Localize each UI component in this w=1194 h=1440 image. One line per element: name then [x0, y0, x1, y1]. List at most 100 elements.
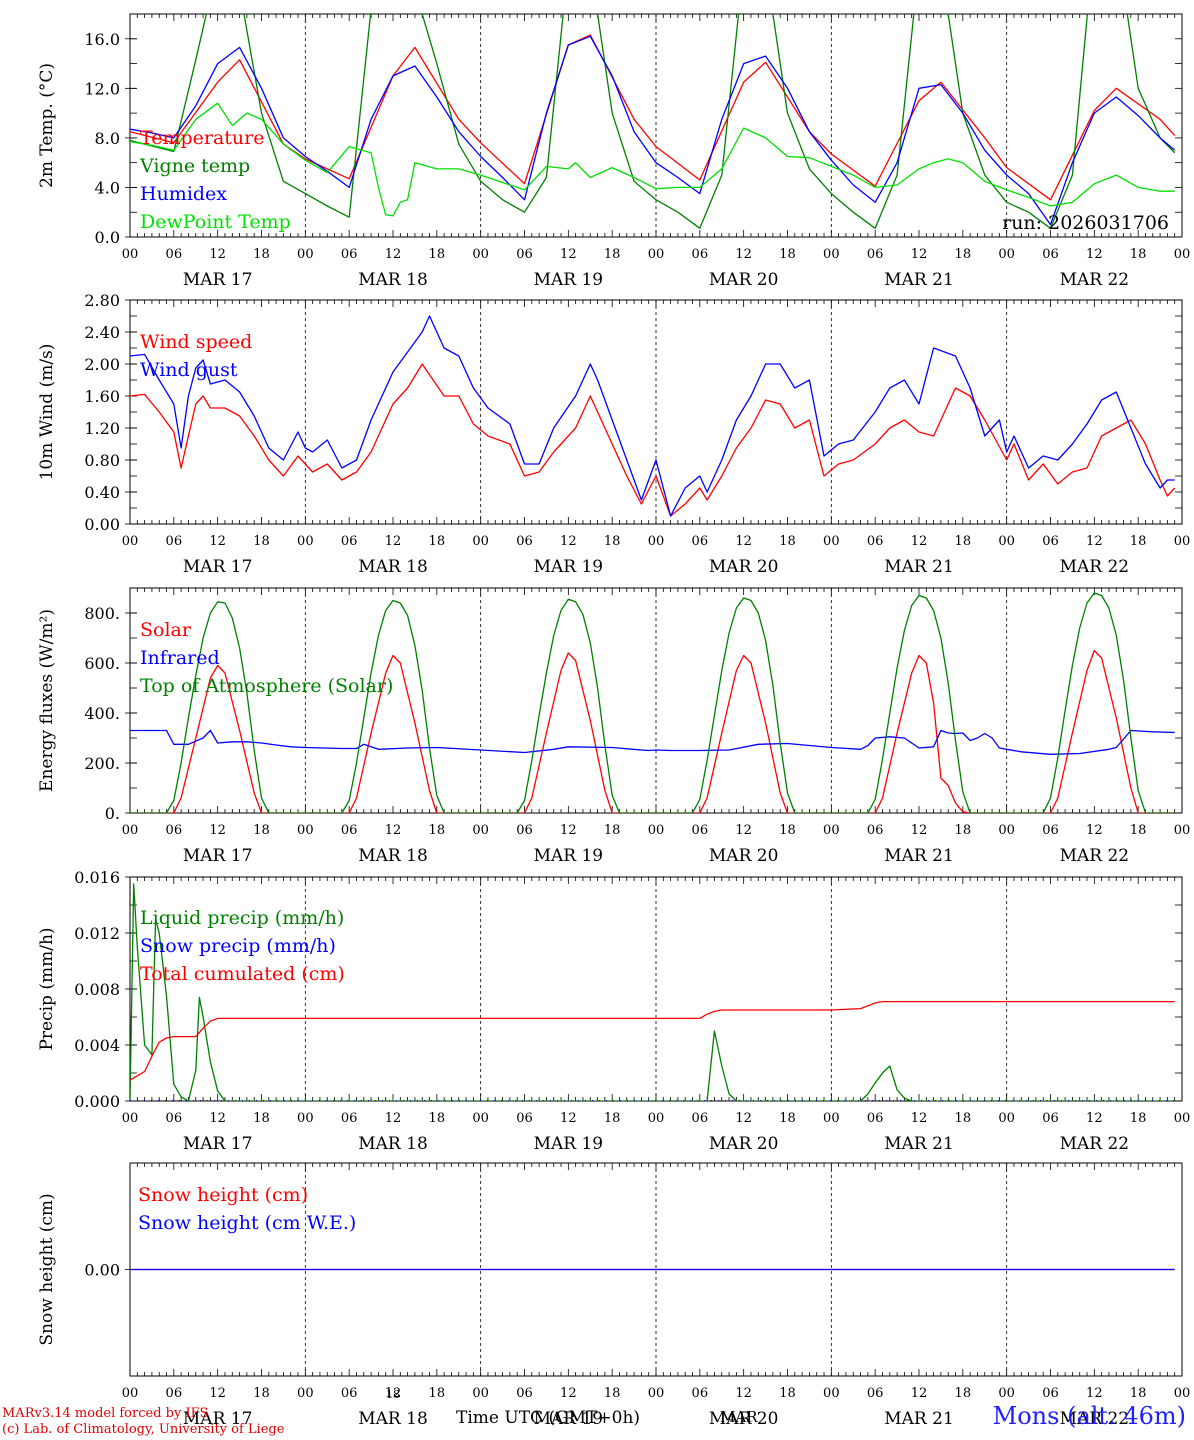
x-tick-label: 00 [122, 1111, 139, 1126]
x-tick-label: 18 [1130, 247, 1147, 262]
day-label: MAR 18 [358, 1134, 428, 1154]
x-tick-label: 00 [297, 823, 314, 838]
x-tick-label: 00 [648, 823, 665, 838]
footer-day-label: 18 [386, 1388, 400, 1401]
x-tick-label: 12 [735, 247, 752, 262]
day-label: MAR 17 [183, 846, 253, 866]
x-tick-label: 12 [1086, 534, 1103, 549]
legend-entry: Liquid precip (mm/h) [140, 907, 344, 929]
day-label: MAR 20 [709, 270, 779, 290]
y-tick-label: 0.00 [84, 1261, 120, 1280]
legend-entry: DewPoint Temp [140, 211, 291, 233]
day-label: MAR 21 [884, 1409, 954, 1429]
x-tick-label: 06 [516, 1111, 533, 1126]
x-tick-label: 18 [955, 823, 972, 838]
x-tick-label: 06 [1042, 823, 1059, 838]
x-tick-label: 12 [385, 823, 402, 838]
series-group [130, 14, 1176, 229]
lab-credit: (c) Lab. of Climatology, University of L… [2, 1422, 285, 1437]
y-tick-label: 4.0 [95, 178, 120, 197]
day-label: MAR 22 [1060, 1134, 1130, 1154]
chart-panel-4: 00 06 12 18 00 06 12 18 00 06 12 18 00 06 12 18 00 06 12 18… [37, 868, 1190, 1154]
x-tick-label: 12 [911, 1111, 928, 1126]
chart-panel-3: 00 06 12 18 00 06 12 18 00 06 12 18 00 06 12 18 00 06 12 18… [37, 587, 1191, 866]
day-label: MAR 22 [1060, 1409, 1130, 1429]
legend-entry: Snow height (cm) [138, 1184, 308, 1206]
x-tick-label: 06 [1042, 1111, 1059, 1126]
x-tick-label: 00 [297, 247, 314, 262]
x-tick-label: 18 [604, 1111, 621, 1126]
x-tick-label: 18 [779, 534, 796, 549]
day-label: MAR 20 [709, 1409, 779, 1429]
series-group [130, 315, 1176, 517]
y-tick-label: 0.016 [74, 868, 120, 887]
x-tick-label: 18 [429, 823, 446, 838]
series-line [130, 649, 1175, 813]
x-tick-label: 18 [429, 534, 446, 549]
x-tick-label: 00 [823, 534, 840, 549]
y-tick-label: 0.00 [84, 515, 120, 534]
y-tick-label: 2.40 [84, 323, 120, 342]
x-tick-label: 06 [341, 247, 358, 262]
x-tick-label: 00 [297, 1386, 314, 1401]
x-tick-label: 00 [998, 247, 1015, 262]
day-label: MAR 21 [884, 1134, 954, 1154]
x-tick-label: 06 [166, 534, 183, 549]
series-line [130, 592, 1175, 813]
x-tick-label: 06 [516, 247, 533, 262]
chart-panel-2: 00 06 12 18 00 06 12 18 00 06 12 18 00 06 12 18 00 06 12 18… [37, 291, 1190, 577]
x-tick-label: 00 [1174, 1111, 1191, 1126]
legend-entry: Total cumulated (cm) [140, 963, 345, 985]
y-tick-label: 400. [84, 704, 120, 723]
chart-panel-1: 00 06 12 18 00 06 12 18 00 06 12 18 00 06 12 18 00 06 12 18… [37, 13, 1190, 290]
x-tick-label: 00 [998, 823, 1015, 838]
x-tick-label: 06 [516, 823, 533, 838]
x-tick-label: 06 [516, 1386, 533, 1401]
series-group [130, 883, 1175, 1101]
x-tick-label: 06 [341, 534, 358, 549]
x-tick-label: 00 [823, 247, 840, 262]
y-tick-label: 200. [84, 754, 120, 773]
y-tick-label: 0.0 [95, 228, 120, 247]
x-tick-label: 18 [779, 1386, 796, 1401]
x-tick-label: 06 [867, 534, 884, 549]
legend-entry: Humidex [140, 183, 227, 205]
x-tick-label: 00 [297, 534, 314, 549]
day-label: MAR 19 [534, 270, 604, 290]
y-tick-label: 8.0 [95, 129, 120, 148]
x-tick-label: 18 [253, 1386, 270, 1401]
day-label: MAR 22 [1060, 846, 1130, 866]
x-tick-label: 00 [998, 534, 1015, 549]
x-tick-label: 00 [823, 1386, 840, 1401]
x-tick-label: 12 [385, 534, 402, 549]
x-tick-label: 06 [341, 1111, 358, 1126]
x-tick-label: 00 [1174, 534, 1191, 549]
y-axis-label: 2m Temp. (°C) [37, 63, 57, 188]
day-label: MAR 19 [534, 846, 604, 866]
day-label: MAR 22 [1060, 270, 1130, 290]
x-tick-label: 06 [867, 1111, 884, 1126]
day-label: MAR 17 [183, 1134, 253, 1154]
y-tick-label: 2.80 [84, 291, 120, 310]
x-tick-label: 00 [823, 1111, 840, 1126]
series-line [130, 363, 1176, 517]
x-tick-label: 06 [166, 1386, 183, 1401]
x-tick-label: 00 [1174, 823, 1191, 838]
x-tick-label: 18 [779, 1111, 796, 1126]
day-label: MAR 17 [183, 557, 253, 577]
x-tick-label: 12 [385, 1111, 402, 1126]
y-axis-label: Precip (mm/h) [37, 927, 57, 1050]
x-tick-label: 00 [472, 823, 489, 838]
x-tick-label: 00 [297, 1111, 314, 1126]
y-tick-label: 0. [105, 804, 120, 823]
x-tick-label: 18 [1130, 1111, 1147, 1126]
y-tick-label: 0.008 [74, 980, 120, 999]
x-tick-label: 12 [209, 823, 226, 838]
series-line [130, 1000, 1175, 1081]
x-tick-label: 18 [1130, 534, 1147, 549]
run-annotation: run: 2026031706 [1002, 212, 1169, 234]
x-tick-label: 18 [604, 823, 621, 838]
legend-entry: Solar [140, 619, 192, 641]
x-tick-label: 18 [604, 247, 621, 262]
